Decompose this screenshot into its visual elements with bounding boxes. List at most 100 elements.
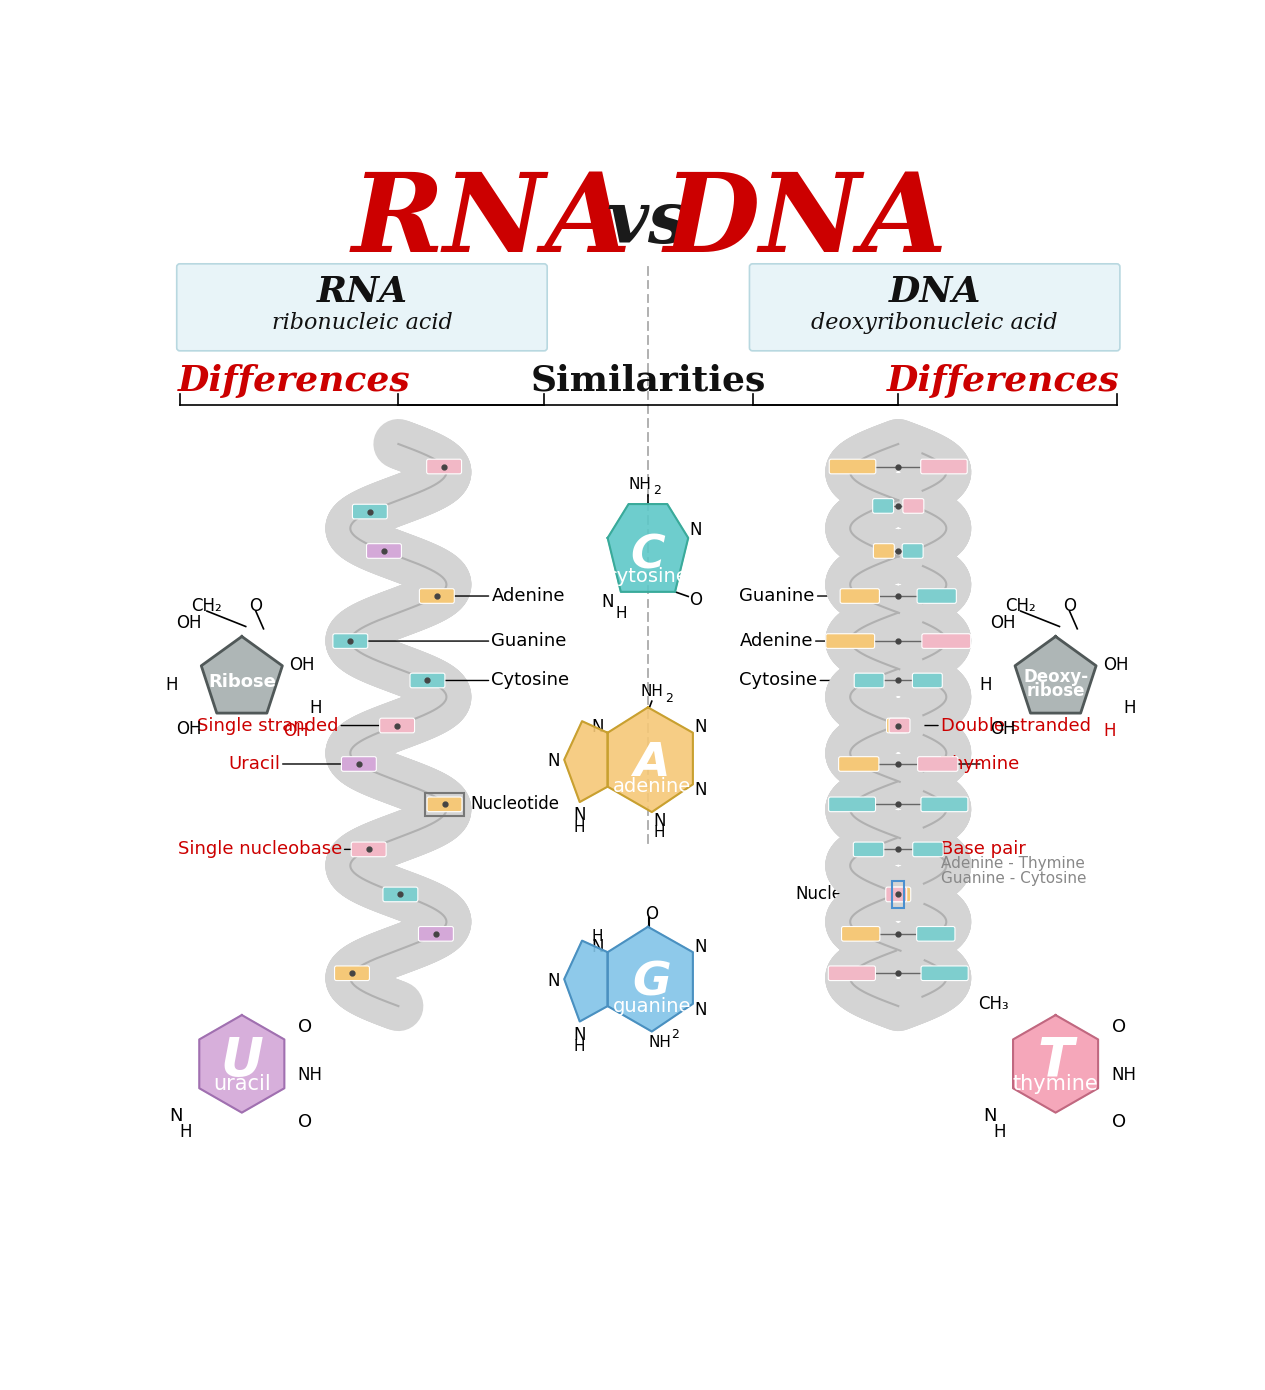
Text: N: N [548,972,559,990]
Text: OH: OH [176,614,202,632]
Text: H: H [574,820,586,835]
Polygon shape [201,637,282,713]
Polygon shape [1015,637,1095,713]
Text: DNA: DNA [888,275,980,310]
Text: U: U [220,1034,263,1087]
Text: N: N [573,806,586,824]
Text: H: H [309,699,321,717]
FancyBboxPatch shape [917,589,956,603]
FancyBboxPatch shape [829,796,875,812]
Text: OH: OH [990,614,1016,632]
Text: T: T [1037,1034,1074,1087]
Text: cytosine: cytosine [607,567,689,587]
Text: Differences: Differences [177,364,410,398]
FancyBboxPatch shape [829,966,875,980]
Text: H: H [615,606,626,621]
Text: H: H [592,929,603,944]
Text: Similarities: Similarities [530,364,765,398]
Text: N: N [591,719,603,737]
FancyBboxPatch shape [887,719,907,733]
Text: Adenine: Adenine [453,587,565,605]
Text: N: N [573,1026,586,1044]
Bar [892,881,904,908]
FancyBboxPatch shape [426,459,462,474]
FancyBboxPatch shape [352,842,386,856]
Text: N: N [694,781,707,799]
FancyBboxPatch shape [749,264,1120,350]
FancyBboxPatch shape [419,927,453,941]
Text: NH: NH [640,684,663,699]
Text: DNA: DNA [663,168,947,277]
Text: N: N [653,812,665,830]
FancyBboxPatch shape [410,673,445,688]
Text: H: H [1103,723,1116,741]
Text: G: G [632,960,672,1005]
FancyBboxPatch shape [922,634,970,648]
Text: Ribose: Ribose [207,673,276,691]
Text: O: O [299,1112,312,1130]
Text: H: H [1123,699,1136,717]
Text: Single nucleobase: Single nucleobase [177,841,353,859]
Text: RNA: RNA [352,168,631,277]
Text: N: N [694,1001,707,1019]
Polygon shape [200,1015,285,1112]
Text: O: O [645,905,658,923]
Text: deoxyribonucleic acid: deoxyribonucleic acid [811,313,1058,334]
Text: adenine: adenine [612,777,691,796]
Text: Guanine: Guanine [739,587,856,605]
Polygon shape [607,927,693,1031]
Polygon shape [564,941,607,1022]
Text: OH: OH [176,720,202,738]
FancyBboxPatch shape [380,719,415,733]
Text: A: A [634,741,670,787]
FancyBboxPatch shape [840,589,879,603]
FancyBboxPatch shape [854,673,884,688]
FancyBboxPatch shape [841,927,880,941]
Text: Cytosine: Cytosine [443,671,569,689]
FancyBboxPatch shape [873,499,893,513]
Text: O: O [1112,1112,1126,1130]
Text: O: O [689,591,702,609]
FancyBboxPatch shape [420,589,454,603]
Text: Guanine: Guanine [366,632,567,651]
Text: uracil: uracil [213,1074,271,1094]
FancyBboxPatch shape [383,887,417,902]
Text: guanine: guanine [612,997,691,1016]
FancyBboxPatch shape [830,459,875,474]
Text: H: H [574,1040,586,1055]
Text: CH₂: CH₂ [191,596,223,614]
FancyBboxPatch shape [886,887,907,902]
Text: N: N [983,1108,997,1126]
Text: Adenine - Thymine: Adenine - Thymine [941,856,1085,872]
Text: Nucleotide: Nucleotide [471,795,559,813]
Polygon shape [1013,1015,1098,1112]
Text: O: O [1063,596,1077,614]
Text: Cytosine: Cytosine [739,671,865,689]
Text: Guanine - Cytosine: Guanine - Cytosine [941,872,1087,887]
Text: vs: vs [607,186,689,257]
Text: Base pair: Base pair [932,841,1026,859]
Text: ribose: ribose [1026,682,1085,701]
Text: NH: NH [648,1034,670,1049]
FancyBboxPatch shape [333,634,368,648]
Text: C: C [631,534,665,578]
Text: N: N [548,752,559,770]
FancyBboxPatch shape [854,842,884,856]
FancyBboxPatch shape [353,505,387,518]
Text: NH: NH [297,1066,323,1084]
Text: H: H [180,1123,192,1141]
Text: OH: OH [1103,656,1128,674]
FancyBboxPatch shape [921,459,968,474]
Text: Single stranded: Single stranded [197,716,382,734]
FancyBboxPatch shape [902,543,923,559]
FancyBboxPatch shape [903,499,923,513]
Text: Double stranded: Double stranded [903,716,1090,734]
Text: CH₂: CH₂ [1006,596,1036,614]
Text: Adenine: Adenine [739,632,846,651]
Text: N: N [601,594,614,610]
FancyBboxPatch shape [921,966,968,980]
FancyBboxPatch shape [428,796,462,812]
Text: OH: OH [283,723,309,741]
Text: RNA: RNA [316,275,407,310]
Text: N: N [170,1108,182,1126]
